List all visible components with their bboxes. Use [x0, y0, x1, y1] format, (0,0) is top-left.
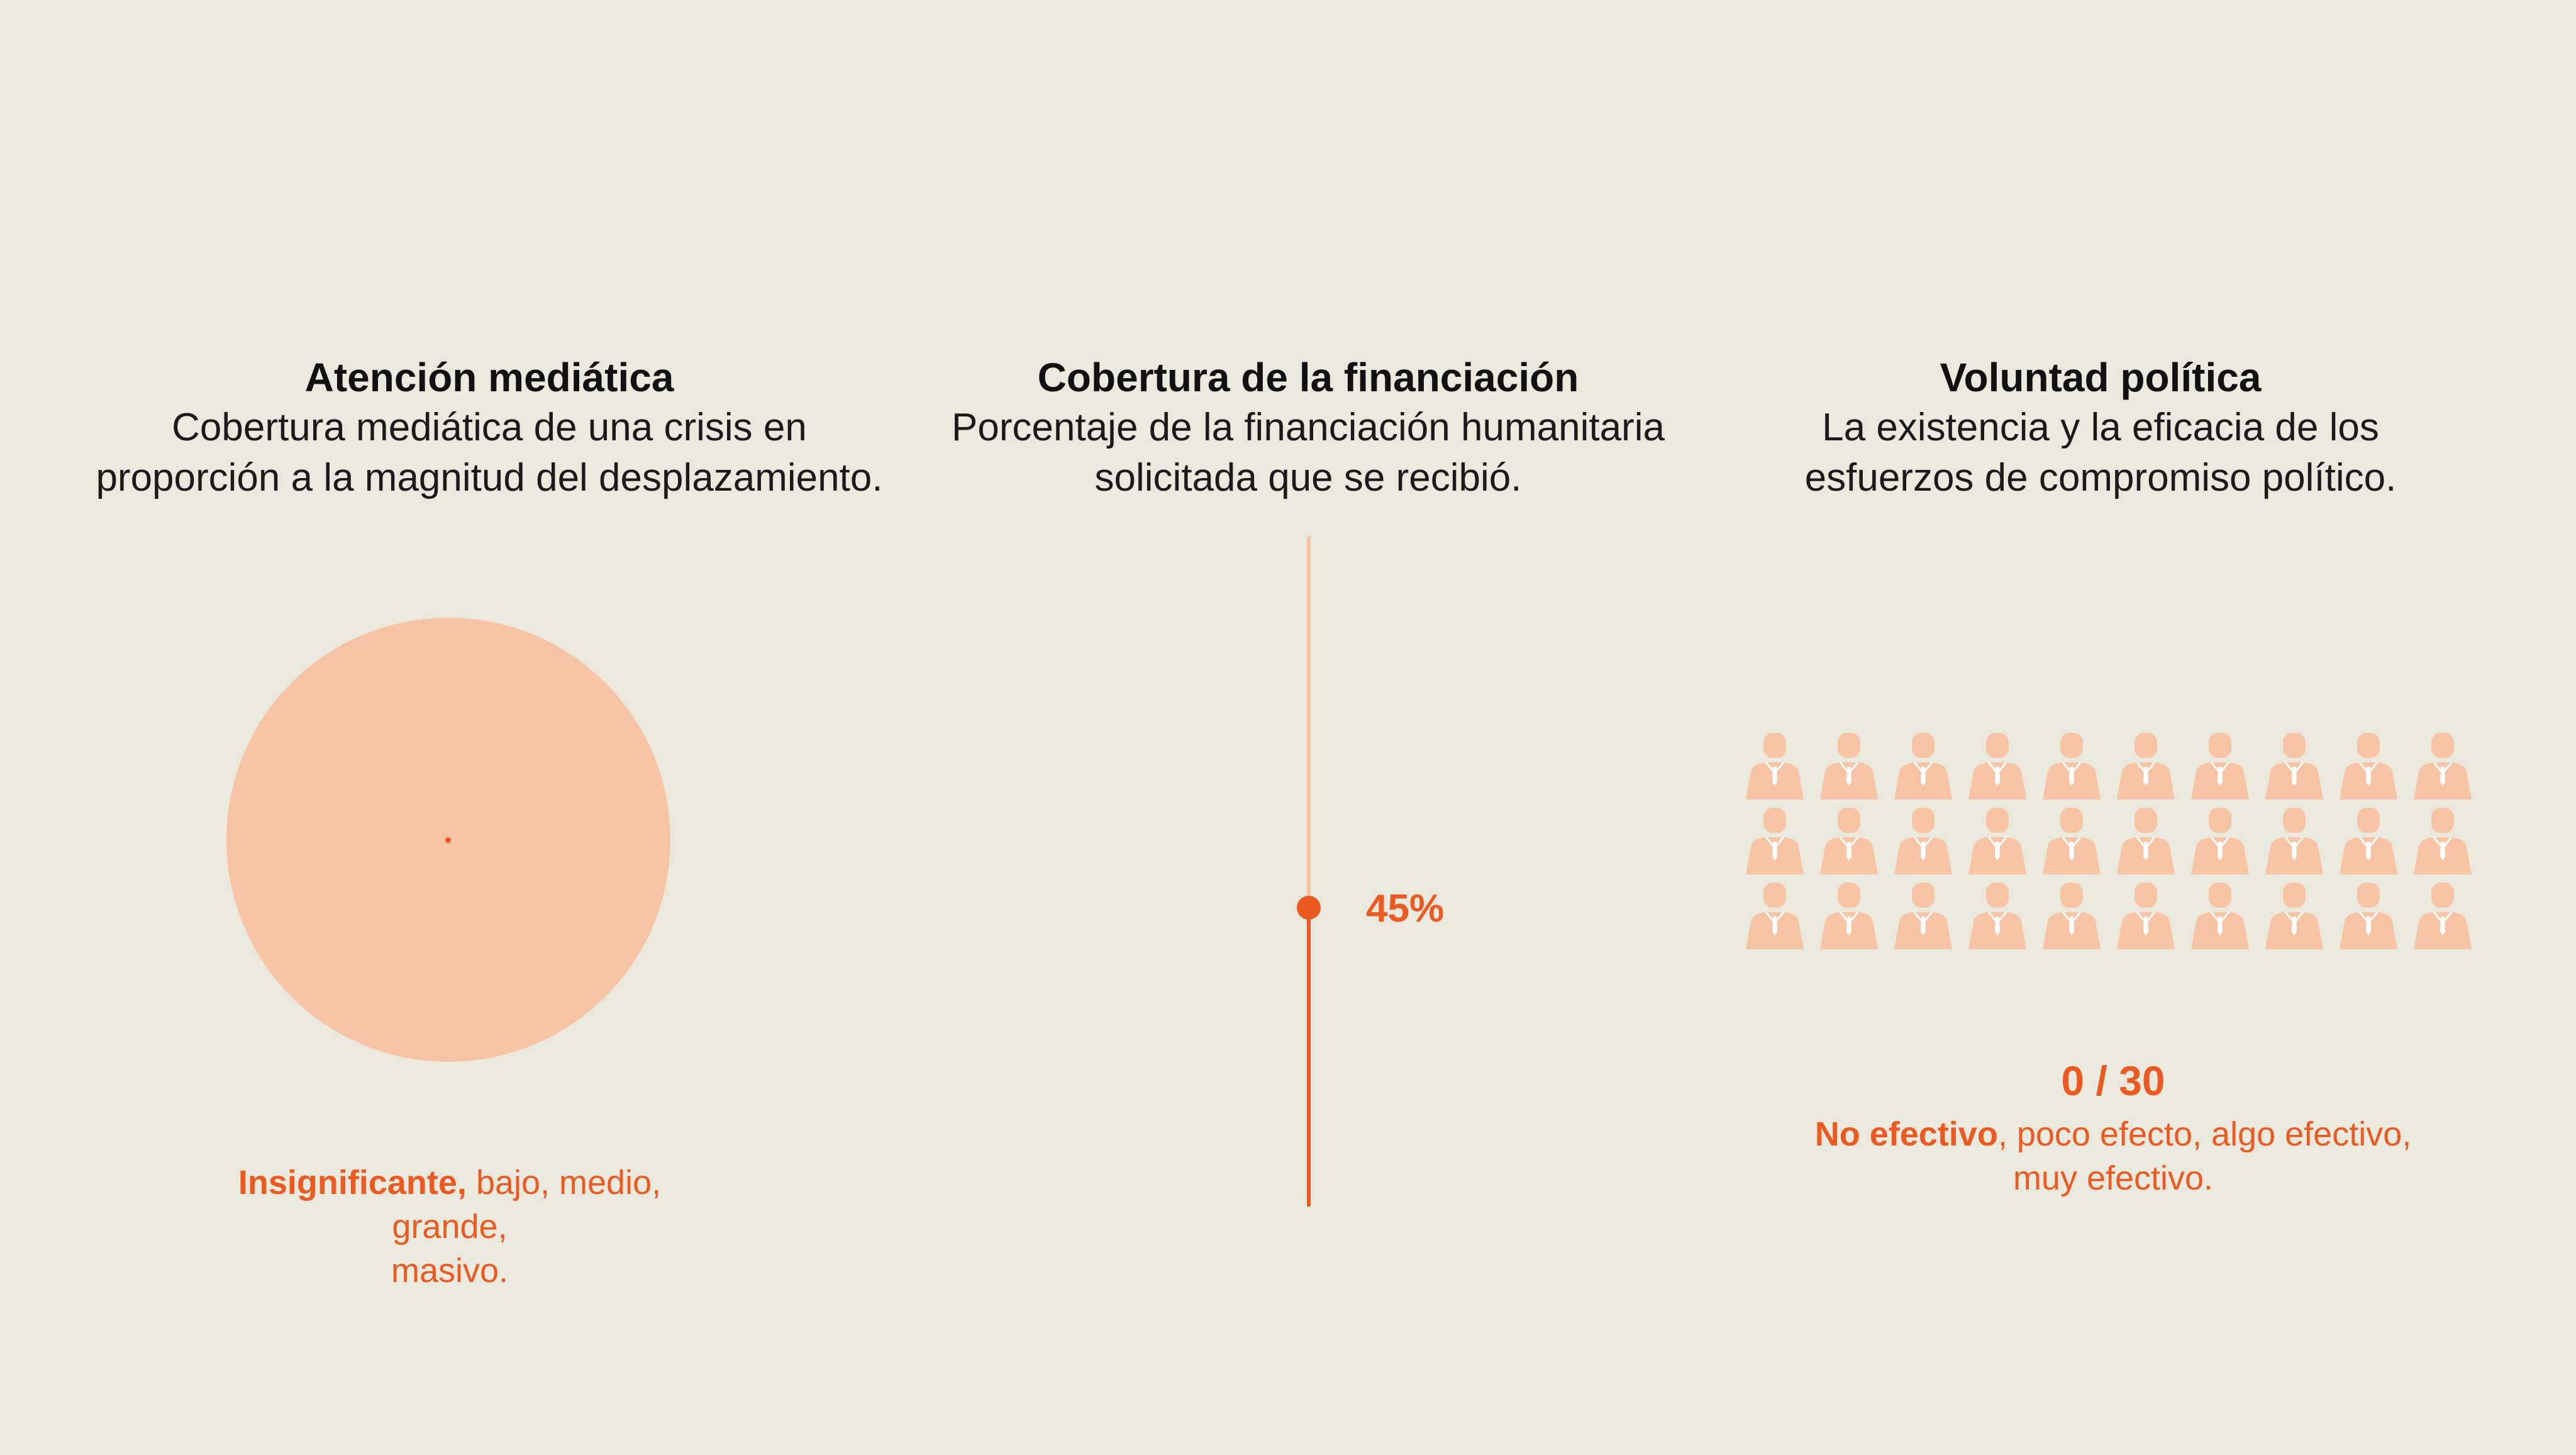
businessperson-icon — [2117, 733, 2175, 800]
businessperson-icon — [2043, 883, 2101, 949]
media-attention-desc-line1: Cobertura mediática de una crisis en — [172, 406, 807, 449]
businessperson-icon — [1894, 808, 1952, 874]
businessperson-icon — [2265, 883, 2323, 949]
businessperson-icon — [1820, 883, 1878, 949]
funding-coverage-heading: Cobertura de la financiación — [1037, 355, 1579, 400]
funding-gauge-funded — [1307, 908, 1311, 1207]
funding-gauge-marker — [1297, 896, 1321, 920]
political-will-scale: No efectivo, poco efecto, algo efectivo,… — [1792, 1112, 2434, 1200]
political-will-desc-line1: La existencia y la eficacia de los — [1822, 406, 2379, 449]
media-attention-selected-level: Insignificante, — [238, 1164, 467, 1201]
businessperson-icon — [2117, 808, 2175, 874]
businessperson-icon — [2414, 808, 2472, 874]
media-attention-levels-rest: bajo, medio, grande, — [392, 1164, 662, 1246]
businessperson-icon — [1746, 808, 1804, 874]
businessperson-icon — [2340, 808, 2397, 874]
political-will-heading: Voluntad política — [1940, 355, 2262, 400]
funding-coverage-panel: Cobertura de la financiación Porcentaje … — [906, 352, 1711, 503]
political-engagement-grid — [1742, 733, 2484, 957]
media-attention-desc-line2: proporción a la magnitud del desplazamie… — [96, 456, 883, 499]
political-engagement-count: 0 / 30 — [2061, 1057, 2165, 1104]
businessperson-icon — [2191, 883, 2249, 949]
funding-gauge-value: 45% — [1366, 887, 1445, 930]
businessperson-icon — [1746, 883, 1804, 949]
businessperson-icon — [2414, 883, 2472, 949]
political-will-levels-rest-2: muy efectivo. — [2012, 1159, 2214, 1197]
media-attention-heading: Atención mediática — [304, 355, 674, 400]
businessperson-icon — [1820, 808, 1878, 874]
businessperson-icon — [1894, 733, 1952, 800]
funding-gauge-unfunded — [1307, 537, 1311, 908]
political-will-panel: Voluntad política La existencia y la efi… — [1698, 352, 2503, 503]
businessperson-icon — [2414, 733, 2472, 800]
political-will-desc-line2: esfuerzos de compromiso político. — [1804, 456, 2397, 499]
businessperson-icon — [1968, 883, 2026, 949]
political-will-selected-level: No efectivo — [1814, 1115, 1998, 1153]
businessperson-icon — [2043, 733, 2101, 800]
funding-coverage-desc-line1: Porcentaje de la financiación humanitari… — [952, 406, 1665, 449]
businessperson-icon — [1820, 733, 1878, 800]
businessperson-icon — [2265, 808, 2323, 874]
businessperson-icon — [2117, 883, 2175, 949]
businessperson-icon — [2340, 733, 2397, 800]
businessperson-icon — [1894, 883, 1952, 949]
political-will-levels-rest: , poco efecto, algo efectivo, — [1997, 1115, 2412, 1153]
businessperson-icon — [2191, 808, 2249, 874]
businessperson-icon — [2265, 733, 2323, 800]
businessperson-icon — [2043, 808, 2101, 874]
businessperson-icon — [1746, 733, 1804, 800]
media-coverage-dot — [445, 837, 451, 843]
media-attention-levels-rest-2: masivo. — [391, 1252, 509, 1290]
businessperson-icon — [2191, 733, 2249, 800]
funding-coverage-desc-line2: solicitada que se recibió. — [1094, 456, 1522, 499]
media-attention-scale: Insignificante, bajo, medio, grande, mas… — [176, 1161, 723, 1293]
businessperson-icon — [1968, 733, 2026, 800]
businessperson-icon — [2340, 883, 2397, 949]
businessperson-icon — [1968, 808, 2026, 874]
media-attention-panel: Atención mediática Cobertura mediática d… — [87, 352, 892, 503]
